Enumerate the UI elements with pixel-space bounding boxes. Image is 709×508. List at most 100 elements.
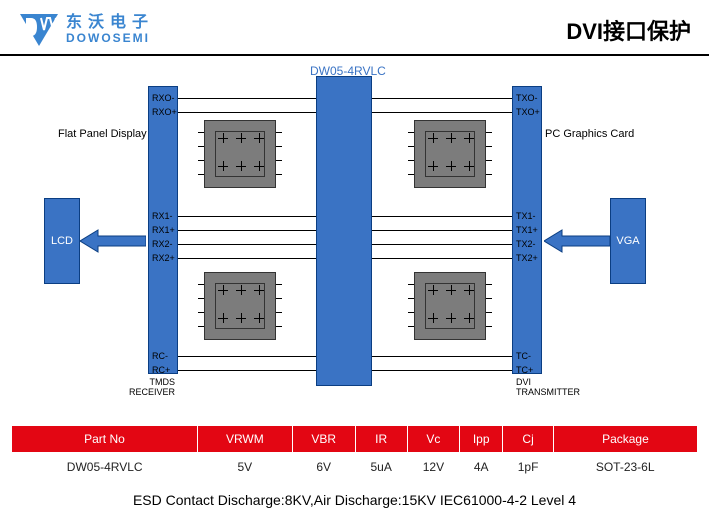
signal-line: [178, 216, 316, 217]
signal-line: [276, 160, 282, 161]
signal-line: [276, 284, 282, 285]
col-vbr: VBR: [292, 426, 355, 452]
signal-line: [408, 284, 414, 285]
signal-line: [408, 160, 414, 161]
signal-line: [178, 230, 316, 231]
cell: 6V: [292, 452, 355, 482]
cell: 12V: [407, 452, 459, 482]
signal-line: [259, 161, 260, 171]
signal-line: [223, 285, 224, 295]
signal-tx1+: TX1+: [516, 225, 538, 235]
cell: 5V: [197, 452, 292, 482]
signal-line: [433, 285, 434, 295]
signal-line: [178, 98, 316, 99]
signal-line: [372, 112, 512, 113]
signal-line: [259, 285, 260, 295]
signal-rxo-: RXO-: [152, 93, 175, 103]
signal-line: [469, 285, 470, 295]
signal-rc+: RC+: [152, 365, 170, 375]
signal-line: [486, 284, 492, 285]
signal-line: [276, 312, 282, 313]
logo-cn: 东沃电子: [66, 15, 154, 32]
footer-text: ESD Contact Discharge:8KV,Air Discharge:…: [0, 482, 709, 508]
signal-line: [372, 370, 512, 371]
signal-line: [486, 298, 492, 299]
signal-line: [408, 298, 414, 299]
table-row: DW05-4RVLC5V6V5uA12V4A1pFSOT-23-6L: [12, 452, 697, 482]
signal-tx1-: TX1-: [516, 211, 536, 221]
signal-line: [178, 112, 316, 113]
signal-line: [372, 356, 512, 357]
signal-line: [198, 312, 204, 313]
logo-text: 东沃电子 DOWOSEMI: [66, 15, 154, 44]
signal-line: [198, 132, 204, 133]
signal-line: [469, 133, 470, 143]
signal-line: [223, 313, 224, 323]
logo-en: DOWOSEMI: [66, 32, 154, 45]
signal-line: [408, 132, 414, 133]
signal-rx2-: RX2-: [152, 239, 173, 249]
tvs-chip-bl: [204, 272, 276, 340]
signal-line: [276, 132, 282, 133]
signal-line: [178, 370, 316, 371]
signal-line: [276, 326, 282, 327]
signal-rc-: RC-: [152, 351, 168, 361]
signal-line: [486, 146, 492, 147]
signal-line: [469, 313, 470, 323]
signal-txo+: TXO+: [516, 107, 540, 117]
signal-tx2-: TX2-: [516, 239, 536, 249]
tvs-chip-tl: [204, 120, 276, 188]
signal-line: [408, 146, 414, 147]
signal-line: [259, 313, 260, 323]
signal-line: [259, 133, 260, 143]
col-vrwm: VRWM: [197, 426, 292, 452]
signal-line: [372, 244, 512, 245]
signal-line: [241, 313, 242, 323]
spec-table: Part NoVRWMVBRIRVcIppCjPackage DW05-4RVL…: [12, 426, 697, 482]
signal-line: [451, 285, 452, 295]
signal-rx1+: RX1+: [152, 225, 175, 235]
signal-line: [433, 313, 434, 323]
col-vc: Vc: [407, 426, 459, 452]
tvs-chip-br: [414, 272, 486, 340]
signal-rxo+: RXO+: [152, 107, 177, 117]
signal-rx1-: RX1-: [152, 211, 173, 221]
diagram: DW05-4RVLC Flat Panel Display PC Graphic…: [0, 56, 709, 426]
signal-line: [241, 161, 242, 171]
lcd-box: LCD: [44, 198, 80, 284]
signal-line: [451, 133, 452, 143]
dvi-tx-label: DVI TRANSMITTER: [516, 378, 580, 398]
signal-line: [178, 258, 316, 259]
signal-line: [408, 312, 414, 313]
cell: 4A: [460, 452, 503, 482]
col-cj: Cj: [503, 426, 554, 452]
signal-line: [276, 298, 282, 299]
center-box: [316, 76, 372, 386]
header: 东沃电子 DOWOSEMI DVI接口保护: [0, 0, 709, 56]
signal-line: [178, 244, 316, 245]
signal-tc-: TC-: [516, 351, 531, 361]
tmds-rx-label: TMDS RECEIVER: [110, 378, 175, 398]
signal-line: [241, 133, 242, 143]
col-ir: IR: [355, 426, 407, 452]
signal-line: [372, 98, 512, 99]
pc-card-label: PC Graphics Card: [545, 128, 634, 140]
cell: 1pF: [503, 452, 554, 482]
signal-line: [198, 298, 204, 299]
signal-line: [223, 133, 224, 143]
signal-line: [198, 326, 204, 327]
signal-line: [223, 161, 224, 171]
signal-line: [486, 132, 492, 133]
signal-line: [372, 258, 512, 259]
signal-line: [469, 161, 470, 171]
signal-line: [451, 313, 452, 323]
col-package: Package: [553, 426, 697, 452]
signal-line: [198, 146, 204, 147]
signal-line: [486, 160, 492, 161]
signal-txo-: TXO-: [516, 93, 538, 103]
header-title: DVI接口保护: [566, 14, 691, 46]
signal-rx2+: RX2+: [152, 253, 175, 263]
col-ipp: Ipp: [460, 426, 503, 452]
signal-line: [451, 161, 452, 171]
logo-icon: [18, 12, 60, 48]
